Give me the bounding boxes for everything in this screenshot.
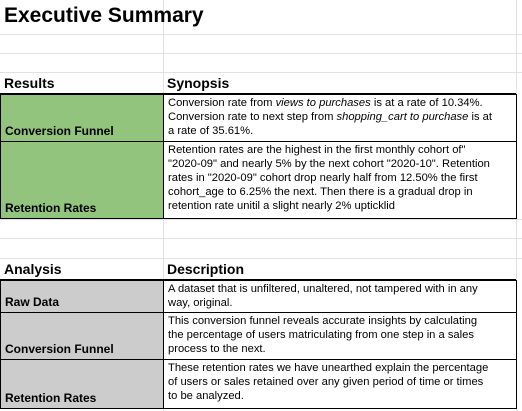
analysis-description-cell[interactable]: These retention rates we have unearthed … bbox=[163, 359, 517, 409]
row-label: Retention Rates bbox=[5, 391, 97, 405]
row-gridline bbox=[0, 258, 522, 259]
description-header[interactable]: Description bbox=[167, 261, 245, 277]
text-line: A dataset that is unfiltered, unaltered,… bbox=[168, 283, 478, 295]
text-line: retention rate unitil a slight nearly 2%… bbox=[168, 200, 395, 213]
row-label: Conversion Funnel bbox=[5, 342, 114, 356]
results-row-label-cell[interactable]: Conversion Funnel bbox=[0, 94, 164, 142]
row-gridline bbox=[0, 34, 522, 35]
synopsis-header[interactable]: Synopsis bbox=[167, 75, 230, 91]
text-line: Conversion rate to next step from shoppi… bbox=[168, 111, 493, 124]
synopsis-text: Retention rates are the highest in the f… bbox=[164, 142, 516, 213]
text-line: These retention rates we have unearthed … bbox=[168, 362, 489, 374]
analysis-header-underline bbox=[0, 279, 516, 280]
results-synopsis-cell[interactable]: Conversion rate from views to purchases … bbox=[163, 94, 517, 142]
row-gridline bbox=[0, 72, 522, 73]
results-header-underline bbox=[0, 93, 516, 94]
text-line: a rate of 35.61%. bbox=[168, 125, 254, 138]
analysis-header[interactable]: Analysis bbox=[4, 261, 62, 277]
text-line: This conversion funnel reveals accurate … bbox=[168, 315, 478, 327]
row-label: Retention Rates bbox=[5, 201, 97, 215]
analysis-row-label-cell[interactable]: Retention Rates bbox=[0, 359, 164, 409]
description-text: These retention rates we have unearthed … bbox=[164, 360, 516, 403]
results-row-label-cell[interactable]: Retention Rates bbox=[0, 141, 164, 219]
results-synopsis-cell[interactable]: Retention rates are the highest in the f… bbox=[163, 141, 517, 219]
text-line: Retention rates are the highest in the f… bbox=[168, 144, 466, 156]
text-line: the percentage of users matriculating fr… bbox=[168, 329, 474, 342]
analysis-description-cell[interactable]: A dataset that is unfiltered, unaltered,… bbox=[163, 280, 517, 313]
analysis-description-cell[interactable]: This conversion funnel reveals accurate … bbox=[163, 312, 517, 360]
description-text: This conversion funnel reveals accurate … bbox=[164, 313, 516, 356]
row-gridline bbox=[0, 53, 522, 54]
sheet-title[interactable]: Executive Summary bbox=[4, 4, 204, 27]
row-label: Conversion Funnel bbox=[5, 124, 114, 138]
text-line: of users or sales retained over any give… bbox=[168, 376, 484, 389]
row-gridline bbox=[0, 238, 522, 239]
text-line: "2020-09" and nearly 5% by the next coho… bbox=[168, 158, 490, 171]
text-line: process to the next. bbox=[168, 343, 266, 356]
text-line: way, original. bbox=[168, 297, 233, 310]
text-line: cohort_age to 6.25% the next. Then there… bbox=[168, 186, 473, 199]
row-gridline bbox=[0, 219, 522, 220]
results-header[interactable]: Results bbox=[4, 75, 55, 91]
analysis-row-label-cell[interactable]: Raw Data bbox=[0, 280, 164, 313]
row-label: Raw Data bbox=[5, 295, 60, 309]
synopsis-text: Conversion rate from views to purchases … bbox=[164, 95, 516, 138]
text-line: to be analyzed. bbox=[168, 390, 244, 403]
analysis-row-label-cell[interactable]: Conversion Funnel bbox=[0, 312, 164, 360]
text-line: rates in "2020-09" cohort drop nearly ha… bbox=[168, 172, 478, 185]
text-line: Conversion rate from views to purchases … bbox=[168, 97, 483, 109]
description-text: A dataset that is unfiltered, unaltered,… bbox=[164, 281, 516, 310]
